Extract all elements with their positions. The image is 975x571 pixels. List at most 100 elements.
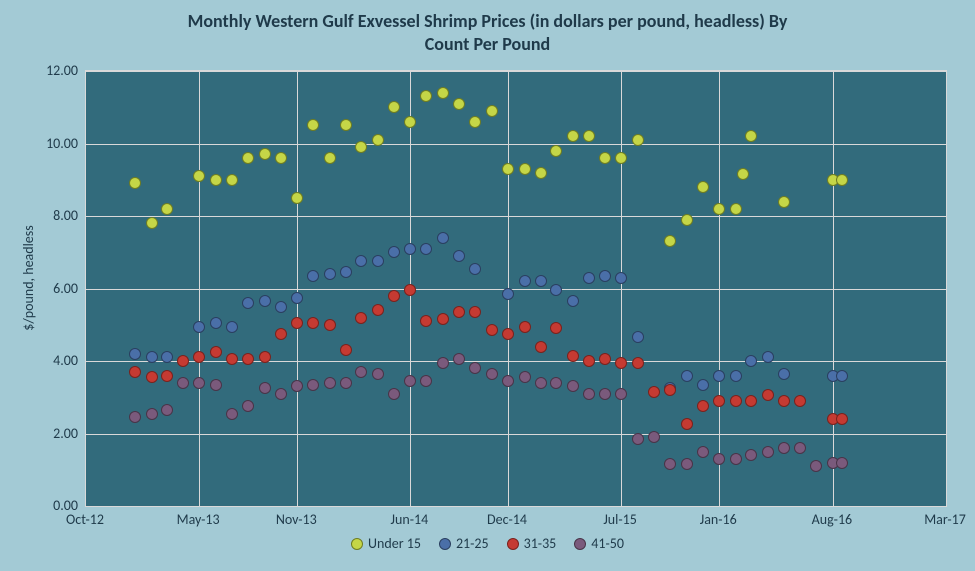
data-point xyxy=(632,357,644,369)
x-tick-label: Oct-12 xyxy=(66,511,104,528)
data-point xyxy=(259,382,271,394)
x-tick-label: Jan-16 xyxy=(700,511,737,528)
data-point xyxy=(146,217,158,229)
data-point xyxy=(730,370,742,382)
data-point xyxy=(129,177,141,189)
data-point xyxy=(307,270,319,282)
gridline-v xyxy=(297,71,298,506)
x-tick-label: Aug-16 xyxy=(812,511,853,528)
data-point xyxy=(730,395,742,407)
data-point xyxy=(550,322,562,334)
data-point xyxy=(291,292,303,304)
data-point xyxy=(502,328,514,340)
chart-container: Monthly Western Gulf Exvessel Shrimp Pri… xyxy=(0,0,975,571)
legend-marker-icon xyxy=(507,538,519,550)
data-point xyxy=(836,370,848,382)
data-point xyxy=(420,90,432,102)
legend-label: Under 15 xyxy=(368,535,421,552)
data-point xyxy=(259,148,271,160)
data-point xyxy=(836,457,848,469)
data-point xyxy=(745,395,757,407)
data-point xyxy=(340,119,352,131)
data-point xyxy=(340,344,352,356)
data-point xyxy=(307,317,319,329)
data-point xyxy=(632,331,644,343)
data-point xyxy=(388,101,400,113)
data-point xyxy=(355,366,367,378)
data-point xyxy=(745,130,757,142)
legend-label: 41-50 xyxy=(591,535,624,552)
data-point xyxy=(324,152,336,164)
legend-label: 31-35 xyxy=(524,535,557,552)
data-point xyxy=(567,380,579,392)
data-point xyxy=(664,458,676,470)
data-point xyxy=(599,353,611,365)
y-tick-label: 6.00 xyxy=(30,280,78,297)
data-point xyxy=(437,87,449,99)
data-point xyxy=(340,266,352,278)
gridline-h xyxy=(86,71,946,72)
data-point xyxy=(453,250,465,262)
data-point xyxy=(778,442,790,454)
legend: Under 15 21-25 31-35 41-50 xyxy=(0,535,975,552)
data-point xyxy=(469,362,481,374)
y-tick-label: 2.00 xyxy=(30,425,78,442)
data-point xyxy=(372,134,384,146)
data-point xyxy=(129,366,141,378)
legend-item: Under 15 xyxy=(351,535,421,552)
data-point xyxy=(177,377,189,389)
title-line-1: Monthly Western Gulf Exvessel Shrimp Pri… xyxy=(188,10,788,32)
data-point xyxy=(226,353,238,365)
x-tick-label: Nov-13 xyxy=(276,511,317,528)
gridline-h xyxy=(86,289,946,290)
data-point xyxy=(161,203,173,215)
data-point xyxy=(583,388,595,400)
data-point xyxy=(583,272,595,284)
data-point xyxy=(836,413,848,425)
x-tick-label: May-13 xyxy=(177,511,220,528)
data-point xyxy=(437,313,449,325)
gridline-h xyxy=(86,144,946,145)
data-point xyxy=(129,411,141,423)
data-point xyxy=(355,312,367,324)
data-point xyxy=(193,170,205,182)
chart-title: Monthly Western Gulf Exvessel Shrimp Pri… xyxy=(0,10,975,55)
data-point xyxy=(210,346,222,358)
data-point xyxy=(745,355,757,367)
data-point xyxy=(730,453,742,465)
data-point xyxy=(437,232,449,244)
data-point xyxy=(372,304,384,316)
data-point xyxy=(372,255,384,267)
data-point xyxy=(794,442,806,454)
data-point xyxy=(486,105,498,117)
gridline-v xyxy=(199,71,200,506)
legend-marker-icon xyxy=(574,538,586,550)
data-point xyxy=(648,431,660,443)
data-point xyxy=(226,174,238,186)
data-point xyxy=(226,321,238,333)
data-point xyxy=(275,301,287,313)
data-point xyxy=(615,272,627,284)
data-point xyxy=(486,368,498,380)
data-point xyxy=(161,404,173,416)
data-point xyxy=(226,408,238,420)
data-point xyxy=(193,351,205,363)
data-point xyxy=(697,400,709,412)
data-point xyxy=(420,315,432,327)
data-point xyxy=(599,270,611,282)
data-point xyxy=(242,400,254,412)
data-point xyxy=(242,297,254,309)
data-point xyxy=(737,168,749,180)
data-point xyxy=(762,389,774,401)
data-point xyxy=(567,350,579,362)
data-point xyxy=(161,370,173,382)
data-point xyxy=(129,348,141,360)
gridline-h xyxy=(86,434,946,435)
data-point xyxy=(275,328,287,340)
data-point xyxy=(567,295,579,307)
legend-item: 21-25 xyxy=(439,535,489,552)
data-point xyxy=(730,203,742,215)
data-point xyxy=(697,446,709,458)
x-tick-label: Dec-14 xyxy=(487,511,527,528)
data-point xyxy=(420,375,432,387)
